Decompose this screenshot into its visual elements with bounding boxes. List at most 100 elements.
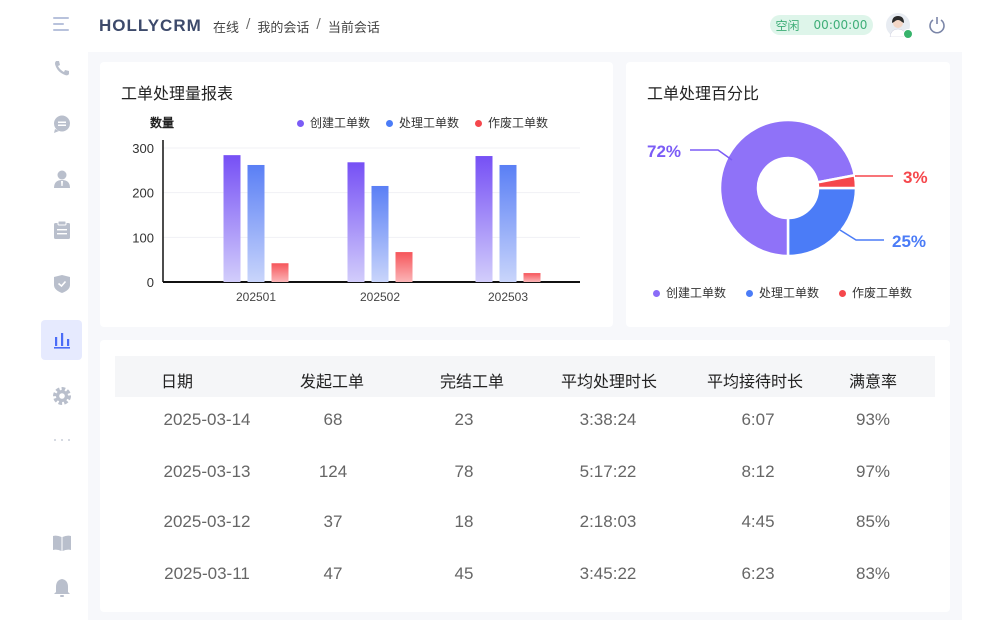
- y-tick-label: 300: [132, 141, 154, 156]
- slice-value-label: 25%: [892, 232, 926, 251]
- label-leader-line: [839, 229, 884, 241]
- legend-item[interactable]: 作废工单数: [839, 284, 912, 301]
- table-cell: 68: [323, 410, 343, 429]
- column-header: 满意率: [848, 372, 898, 391]
- bar-202502-0[interactable]: [347, 162, 365, 282]
- donut-slice-0[interactable]: [718, 118, 857, 258]
- sidebar-item-more[interactable]: [41, 420, 82, 460]
- column-header: 发起工单: [299, 372, 365, 391]
- breadcrumb-separator: /: [316, 17, 321, 32]
- ticket-percent-card: 工单处理百分比 72% 25% 3% 创建工单数 处理工单数 作废工单数: [626, 62, 950, 327]
- legend-item[interactable]: 处理工单数: [746, 284, 819, 301]
- bar-chart: 0 100 200 300 202501 202502 202503: [132, 140, 580, 304]
- ticket-volume-card: 工单处理量报表 数量 创建工单数 处理工单数 作废工单数 0 100 200 300 2…: [100, 62, 613, 327]
- legend-label: 创建工单数: [666, 286, 727, 300]
- table-cell: 97%: [855, 462, 891, 481]
- table-cell: 6:23: [741, 564, 775, 583]
- sidebar-item-settings[interactable]: [41, 376, 82, 416]
- more-icon: [53, 439, 70, 441]
- shield-icon: [53, 275, 70, 293]
- book-icon: [52, 535, 71, 551]
- sidebar-item-phone[interactable]: [41, 48, 82, 88]
- breadcrumb-item[interactable]: 在线: [213, 21, 240, 36]
- table-cell: 3:45:22: [579, 564, 637, 583]
- sidebar-item-chat[interactable]: [41, 104, 82, 144]
- sidebar-item-security[interactable]: [41, 264, 82, 304]
- table-cell: 83%: [855, 564, 891, 583]
- breadcrumb-separator: /: [246, 17, 251, 32]
- table-header: [115, 356, 935, 397]
- legend-label: 作废工单数: [852, 286, 913, 300]
- column-header: 平均接待时长: [706, 372, 804, 391]
- bar-202501-0[interactable]: [223, 155, 241, 282]
- sidebar-item-knowledge[interactable]: [41, 523, 82, 563]
- table-cell: 93%: [855, 410, 891, 429]
- legend-item[interactable]: 创建工单数: [297, 114, 370, 131]
- menu-icon[interactable]: [53, 17, 69, 33]
- column-header: 完结工单: [439, 372, 505, 391]
- table-cell: 3:38:24: [579, 410, 637, 429]
- sidebar-item-tickets[interactable]: [41, 210, 82, 250]
- bar-202503-1[interactable]: [499, 164, 517, 282]
- y-axis-label: 数量: [150, 116, 175, 130]
- top-bar: HOLLYCRM 在线 / 我的会话 / 当前会话 空闲 00:00:00: [0, 0, 1000, 52]
- donut-slice-1[interactable]: [786, 186, 858, 258]
- table-cell: 4:45: [741, 512, 775, 531]
- sidebar-item-reports[interactable]: [41, 320, 82, 360]
- breadcrumb-item[interactable]: 我的会话: [257, 21, 310, 36]
- legend-dot: [653, 290, 660, 297]
- bar-202501-1[interactable]: [247, 164, 265, 282]
- column-header: 日期: [160, 372, 194, 391]
- bar-202503-2[interactable]: [523, 273, 541, 282]
- clipboard-icon: [53, 220, 70, 239]
- donut-slice-2[interactable]: [816, 173, 858, 190]
- column-header: 平均处理时长: [560, 372, 658, 391]
- status-label: 空闲: [775, 18, 800, 33]
- phone-icon: [54, 61, 69, 76]
- legend-label: 处理工单数: [759, 286, 820, 300]
- avatar[interactable]: [886, 13, 913, 39]
- legend-item[interactable]: 创建工单数: [653, 284, 726, 301]
- table-cell: 2025-03-11: [164, 564, 250, 583]
- legend-dot: [475, 120, 483, 127]
- slice-value-label: 72%: [647, 142, 681, 161]
- legend-label: 处理工单数: [399, 116, 460, 130]
- legend-dot: [386, 120, 394, 127]
- legend-item[interactable]: 作废工单数: [475, 114, 548, 131]
- legend-label: 作废工单数: [488, 116, 549, 130]
- y-tick-label: 100: [132, 230, 154, 245]
- table-cell: 18: [454, 512, 474, 531]
- y-tick-label: 200: [132, 186, 154, 201]
- sidebar: [0, 52, 88, 620]
- x-tick-label: 202501: [236, 290, 276, 304]
- bar-202502-2[interactable]: [395, 252, 413, 282]
- bar-legend: 创建工单数 处理工单数 作废工单数: [297, 114, 548, 131]
- breadcrumb-item: 当前会话: [327, 21, 380, 36]
- gear-icon: [52, 387, 71, 405]
- table-cell: 37: [323, 512, 343, 531]
- x-tick-label: 202503: [488, 290, 528, 304]
- card-title: 工单处理百分比: [647, 84, 760, 103]
- table-cell: 5:17:22: [579, 462, 637, 481]
- card-title: 工单处理量报表: [121, 84, 234, 103]
- agent-status-badge[interactable]: 空闲 00:00:00: [770, 15, 873, 35]
- bar-202503-0[interactable]: [475, 156, 493, 282]
- pie-legend: 创建工单数 处理工单数 作废工单数: [653, 284, 912, 301]
- donut-chart: 72% 25% 3%: [647, 118, 928, 258]
- bar-202502-1[interactable]: [371, 185, 389, 282]
- table-cell: 85%: [855, 512, 891, 531]
- table-cell: 2:18:03: [579, 512, 637, 531]
- legend-item[interactable]: 处理工单数: [386, 114, 459, 131]
- sidebar-item-contacts[interactable]: [41, 159, 82, 199]
- status-timer: 00:00:00: [813, 18, 868, 32]
- y-tick-label: 0: [147, 275, 154, 290]
- table-cell: 124: [318, 462, 348, 481]
- bell-icon: [53, 579, 70, 597]
- bar-202501-2[interactable]: [271, 263, 289, 282]
- sidebar-item-notifications[interactable]: [41, 568, 82, 608]
- table-cell: 6:07: [741, 410, 775, 429]
- power-icon[interactable]: [927, 15, 947, 35]
- x-tick-label: 202502: [360, 290, 400, 304]
- table-cell: 23: [454, 410, 474, 429]
- table-cell: 2025-03-13: [163, 462, 251, 481]
